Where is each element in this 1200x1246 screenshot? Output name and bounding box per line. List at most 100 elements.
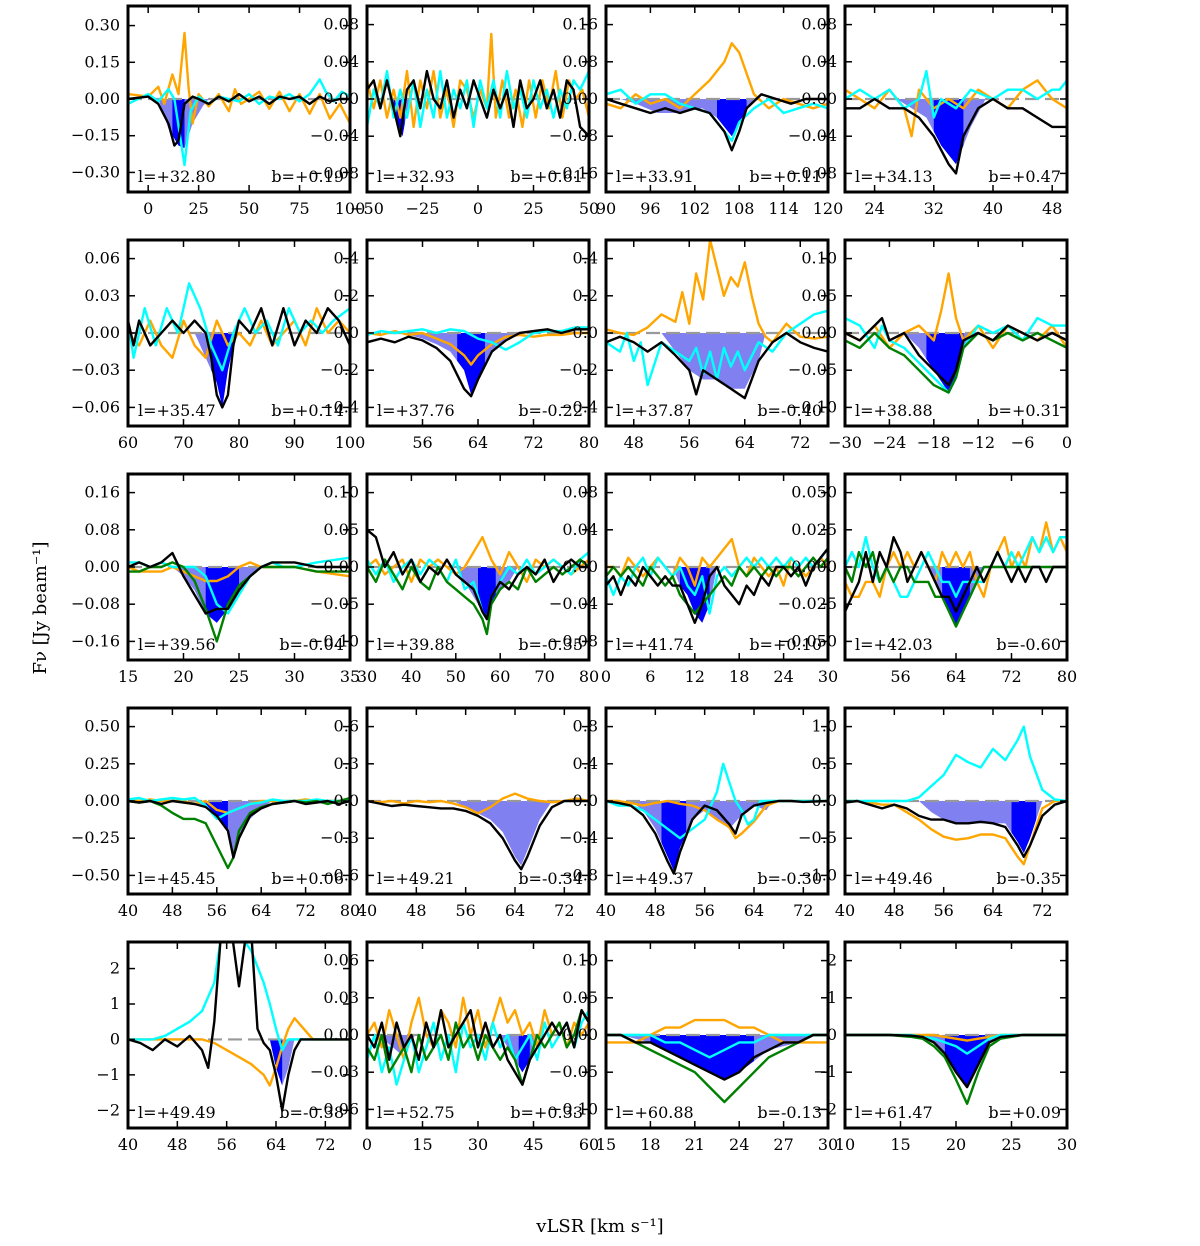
series-line-green (367, 558, 589, 636)
x-tick-label: 50 (579, 199, 599, 218)
series-line-cyan (128, 282, 350, 372)
x-tick-label: 102 (680, 199, 711, 218)
y-tick-label: 0.0 (334, 323, 359, 342)
axes-frame (126, 940, 352, 1130)
x-tick-label: 25 (1001, 1135, 1021, 1154)
panel-latitude-label: b=-0.60 (996, 635, 1061, 654)
series-line-black (128, 92, 350, 147)
panel-longitude-label: l=+32.93 (377, 167, 455, 186)
panel-longitude-label: l=+41.74 (616, 635, 694, 654)
y-tick-label: 0.10 (323, 483, 359, 502)
x-tick-label: −50 (350, 199, 384, 218)
panel-longitude-label: l=+39.56 (138, 635, 216, 654)
series-line-black (845, 316, 1067, 387)
y-tick-label: 0 (110, 1029, 120, 1048)
panel-longitude-label: l=+38.88 (855, 401, 933, 420)
absorption-fill-core (944, 1035, 990, 1088)
series-line-cyan (367, 69, 589, 129)
y-tick-label: 0.16 (84, 483, 120, 502)
x-tick-label: 56 (679, 433, 699, 452)
y-tick-label: 0.10 (562, 951, 598, 970)
y-tick-label: 0.00 (84, 791, 120, 810)
panel-8: −30 −24 −18 −12 −6 0 −0.10 −0.05 0.00 0.05 0.10 l=+… (788, 238, 1072, 452)
x-tick-label: 80 (340, 901, 360, 920)
y-tick-label: −2 (96, 1100, 120, 1119)
x-tick-label: 90 (596, 199, 616, 218)
y-tick-label: −0.10 (549, 1099, 598, 1118)
x-tick-label: 72 (295, 901, 315, 920)
series-line-black (128, 799, 350, 859)
y-tick-label: 0.00 (323, 557, 359, 576)
x-tick-label: 24 (729, 1135, 749, 1154)
x-tick-label: 56 (890, 667, 910, 686)
y-tick-label: −0.3 (320, 828, 359, 847)
panel-grid: 0 25 50 75 100−0.30−0.150.000.150.30l=+32.80… (71, 4, 1077, 1154)
panel-19: 15 18 21 24 27 30−0.10−0.050.000.050.10l=+60.… (549, 940, 838, 1154)
x-tick-label: 18 (640, 1135, 660, 1154)
x-tick-label: 48 (406, 901, 426, 920)
x-tick-label: 50 (446, 667, 466, 686)
series-line-black (606, 547, 828, 624)
absorption-fill-core (717, 99, 747, 137)
y-tick-label: 0.08 (801, 15, 837, 34)
panel-longitude-label: l=+32.80 (138, 167, 216, 186)
panel-longitude-label: l=+52.75 (377, 1103, 455, 1122)
x-tick-label: 72 (1032, 901, 1052, 920)
y-tick-label: 0.000 (791, 557, 837, 576)
y-tick-label: 0.4 (334, 249, 359, 268)
plot-area (845, 725, 1067, 866)
x-tick-label: 72 (790, 433, 810, 452)
panel-latitude-label: b=+0.09 (988, 1103, 1061, 1122)
y-tick-label: −0.16 (549, 163, 598, 182)
absorption-fill-core (661, 801, 687, 871)
series-line-orange (845, 521, 1067, 598)
y-tick-label: 0.10 (801, 249, 837, 268)
x-tick-label: 64 (735, 433, 755, 452)
y-tick-label: −0.2 (320, 360, 359, 379)
x-tick-label: 48 (1042, 199, 1062, 218)
x-tick-label: −6 (1011, 433, 1035, 452)
absorption-fill-core (478, 567, 496, 620)
x-tick-label: 15 (890, 1135, 910, 1154)
y-tick-label: 0.15 (84, 52, 120, 71)
x-tick-label: 30 (468, 1135, 488, 1154)
y-tick-label: −0.03 (71, 360, 120, 379)
x-tick-label: 64 (505, 901, 525, 920)
panel-latitude-label: b=-0.34 (518, 869, 583, 888)
series-line-black (367, 1009, 589, 1086)
y-tick-label: 0.03 (84, 286, 120, 305)
plot-area (367, 326, 589, 398)
y-tick-label: 0.00 (323, 89, 359, 108)
y-tick-label: 0.4 (573, 249, 598, 268)
x-tick-label: 72 (554, 901, 574, 920)
series-line-green (606, 1033, 828, 1104)
x-tick-label: 56 (694, 901, 714, 920)
panel-latitude-label: b=+0.47 (988, 167, 1061, 186)
x-tick-label: −30 (828, 433, 862, 452)
y-tick-label: −0.4 (320, 397, 359, 416)
y-tick-label: −0.08 (549, 126, 598, 145)
y-tick-label: −0.16 (71, 631, 120, 650)
plot-area (128, 31, 350, 167)
x-tick-label: 48 (884, 901, 904, 920)
y-tick-label: 0.50 (84, 717, 120, 736)
panel-longitude-label: l=+49.46 (855, 869, 933, 888)
y-tick-label: 1.0 (812, 717, 837, 736)
panel-latitude-label: b=-0.38 (279, 1103, 344, 1122)
x-tick-label: 0 (143, 199, 153, 218)
panel-latitude-label: b=-0.13 (757, 1103, 822, 1122)
panel-13: 40 48 56 64 72 80 −0.50 −0.25 0.00 0.25 0.50 l=+45.… (71, 706, 360, 920)
panel-latitude-label: b=-0.30 (757, 869, 822, 888)
panel-longitude-label: l=+45.45 (138, 869, 216, 888)
absorption-fill (453, 801, 552, 866)
panel-12: 56 64 72 80 −0.050 −0.025 0.000 0.025 0.050 l=+42… (778, 472, 1077, 686)
y-tick-label: 1 (827, 988, 837, 1007)
y-tick-label: −0.10 (788, 397, 837, 416)
series-line-black (845, 97, 1067, 175)
y-tick-label: −0.05 (549, 1062, 598, 1081)
y-tick-label: −0.4 (559, 828, 598, 847)
x-tick-label: −18 (917, 433, 951, 452)
plot-area (606, 240, 828, 400)
y-tick-label: 1 (110, 994, 120, 1013)
panel-3: 90 96 102 108 114 120 −0.16 −0.08 0.00 0.08 0.16 l=… (549, 4, 843, 218)
